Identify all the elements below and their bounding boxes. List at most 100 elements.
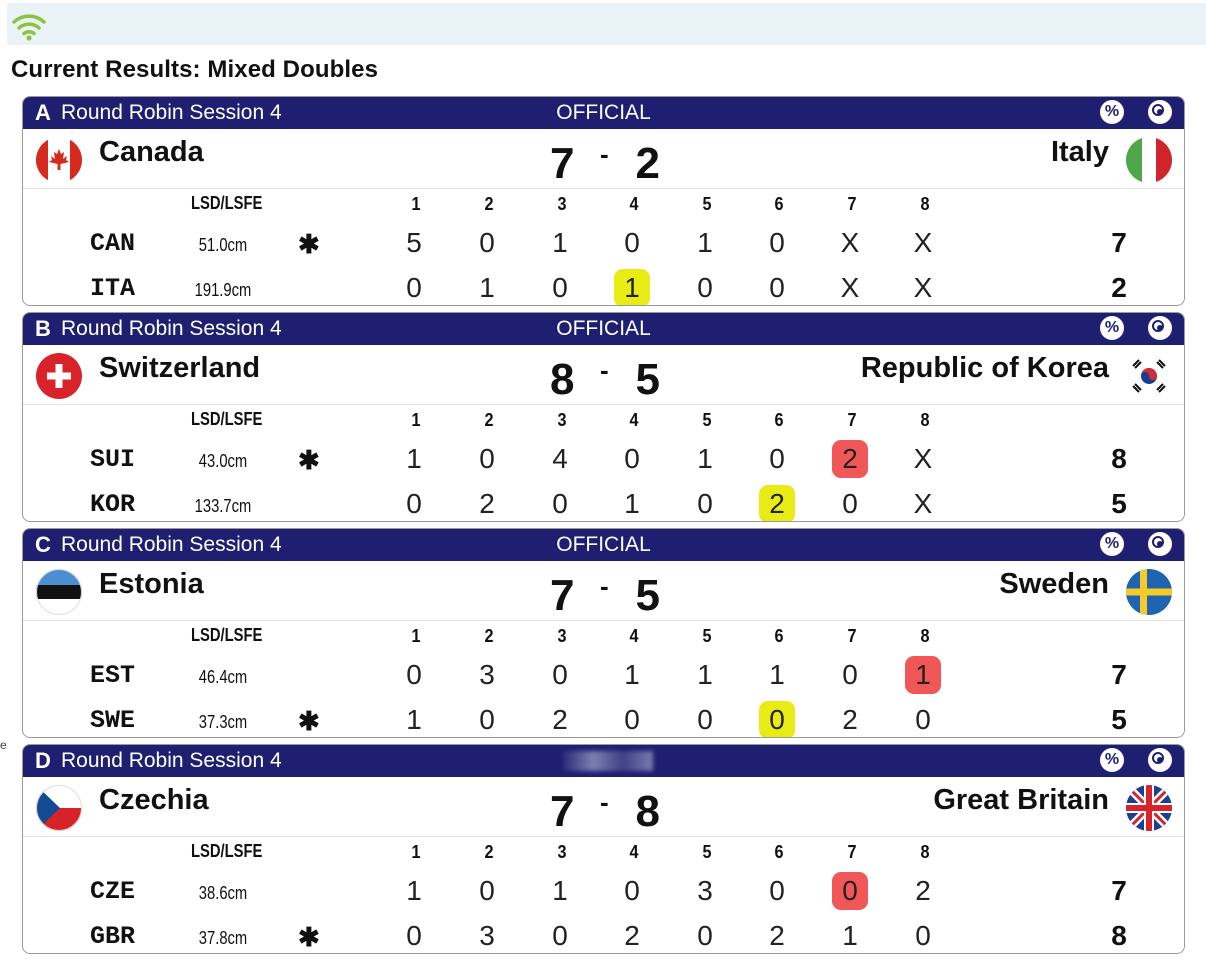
end-header: 1 [411,410,421,430]
end-header: 2 [484,410,494,430]
game-card: D Round Robin Session 4% Czechia 7-8 Great B… [22,744,1185,954]
end-score: X [913,227,933,258]
percent-icon[interactable]: % [1100,100,1124,124]
end-score: 2 [479,488,495,519]
flag-icon-italy [1126,137,1172,188]
score-left: 8 [550,355,575,404]
end-header: 3 [557,842,567,862]
end-header: 6 [774,410,784,430]
score-row: SWE 37.3cm ✱ 1 0 2 0 0 0 2 0 5 [23,698,1184,737]
end-score: 3 [697,875,713,906]
end-score: 0 [915,704,931,735]
end-score: 0 [915,920,931,951]
lsd-value: 46.4cm [198,667,248,687]
total-score: 8 [1111,920,1127,951]
end-header: 3 [557,410,567,430]
end-header: 7 [847,842,857,862]
game-status-placeholder [563,751,653,771]
end-score: 2 [842,704,858,735]
end-header: 2 [484,626,494,646]
end-score: X [840,227,860,258]
end-score: 1 [614,269,650,305]
top-bar [7,3,1206,45]
score-left: 7 [550,787,575,836]
session-label: Round Robin Session 4 [61,533,282,556]
total-score: 2 [1111,272,1127,303]
end-score: 2 [915,875,931,906]
target-icon[interactable] [1148,316,1172,340]
percent-icon[interactable]: % [1100,532,1124,556]
sheet-letter: B [35,316,51,341]
target-icon[interactable] [1148,532,1172,556]
total-score: 8 [1111,443,1127,474]
end-score: 0 [832,872,868,910]
end-score: 0 [552,920,568,951]
end-score: 0 [406,920,422,951]
score-row: CAN 51.0cm ✱ 5 0 1 0 1 0 X X 7 [23,221,1184,265]
percent-icon[interactable]: % [1100,748,1124,772]
end-header: 4 [629,410,639,430]
end-header: 7 [847,626,857,646]
score-left: 7 [550,139,575,188]
teams-row: Switzerland 8-5 Republic of Korea [23,345,1184,405]
end-score: 0 [552,272,568,303]
end-header: 4 [629,626,639,646]
target-ring [1152,320,1164,332]
end-score: 1 [552,875,568,906]
end-header: 2 [484,842,494,862]
teams-row: Canada 7-2 Italy [23,129,1184,189]
team-abbr: SWE [90,706,136,735]
end-score: 0 [769,227,785,258]
total-score: 7 [1111,227,1127,258]
target-ring [1152,536,1164,548]
end-header: 2 [484,194,494,214]
score-right: 8 [635,787,660,836]
target-icon[interactable] [1148,100,1172,124]
game-header: C Round Robin Session 4 OFFICIAL% [23,529,1184,561]
lsd-header: LSD/LSFE [191,625,263,645]
score-row: GBR 37.8cm ✱ 0 3 0 2 0 2 1 0 8 [23,914,1184,953]
end-header: 1 [411,842,421,862]
end-score: 2 [624,920,640,951]
end-score: 1 [406,443,422,474]
flag-icon-korea [1126,353,1172,404]
end-header: 1 [411,194,421,214]
end-score: 3 [479,659,495,690]
team-abbr: CAN [90,229,136,258]
score-left: 7 [550,571,575,620]
target-icon[interactable] [1148,748,1172,772]
end-score: 0 [842,659,858,690]
end-score: 1 [552,227,568,258]
end-score: X [913,488,933,519]
hammer-icon: ✱ [298,922,320,952]
target-ring [1152,752,1164,764]
lsd-header: LSD/LSFE [191,841,263,861]
score-row: EST 46.4cm 0 3 0 1 1 1 0 1 7 [23,653,1184,697]
target-ring [1152,104,1164,116]
total-score: 5 [1111,704,1127,735]
end-score: 1 [406,704,422,735]
session-label: Round Robin Session 4 [61,749,282,772]
flag-icon-switzerland [36,353,82,404]
end-score: 0 [479,875,495,906]
end-score: 0 [406,488,422,519]
end-header: 3 [557,626,567,646]
lsd-value: 38.6cm [198,883,248,903]
percent-icon[interactable]: % [1100,316,1124,340]
team-abbr: ITA [90,274,136,303]
team-name-right: Sweden [999,568,1109,600]
game-header: B Round Robin Session 4 OFFICIAL% [23,313,1184,345]
game-status: OFFICIAL [556,101,651,124]
score-separator: - [600,571,609,601]
end-score: 1 [624,659,640,690]
end-score: 0 [479,443,495,474]
game-header: D Round Robin Session 4% [23,745,1184,777]
end-score: 0 [624,875,640,906]
hammer-icon: ✱ [298,706,320,736]
total-score: 7 [1111,659,1127,690]
lsd-value: 191.9cm [194,280,252,300]
target-center [1157,757,1163,763]
end-score: 0 [406,659,422,690]
score-row: KOR 133.7cm 0 2 0 1 0 2 0 X 5 [23,482,1184,521]
end-score: 0 [697,920,713,951]
